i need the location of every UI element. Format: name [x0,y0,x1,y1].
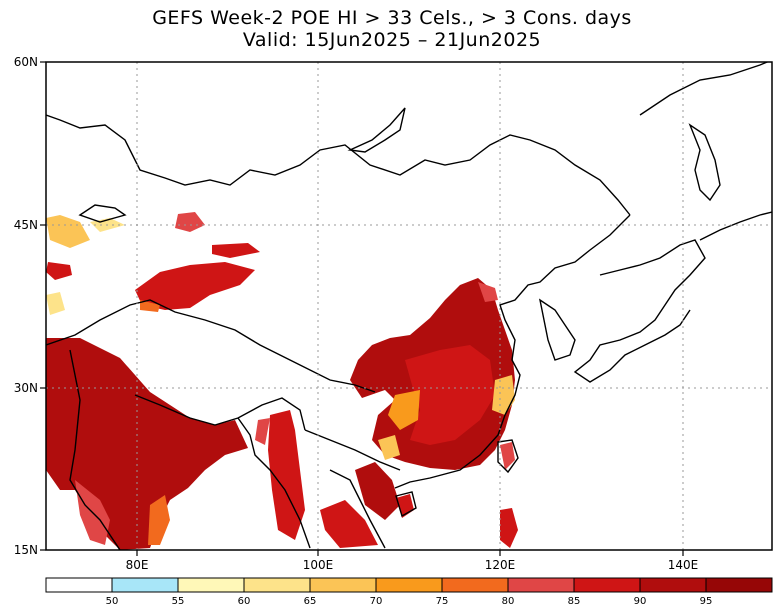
y-tick-label: 15N [14,543,38,557]
colorbar-swatch [573,577,641,593]
colorbar-swatch [705,577,773,593]
y-tick-label: 30N [14,381,38,395]
colorbar-swatch [639,577,707,593]
colorbar-swatch [441,577,509,593]
colorbar-label: 65 [304,596,317,607]
colorbar-swatch [507,577,575,593]
x-tick-label: 140E [668,558,699,572]
colorbar-label: 80 [502,596,515,607]
colorbar-swatch [375,577,443,593]
probability-shading [46,212,518,550]
map-frame [45,61,773,551]
colorbar-label: 70 [370,596,383,607]
colorbar-swatch [45,577,113,593]
x-tick-label: 120E [485,558,516,572]
colorbar-label: 75 [436,596,449,607]
colorbar-label: 85 [568,596,581,607]
map-title-line2: Valid: 15Jun2025 – 21Jun2025 [242,29,542,51]
colorbar-label: 50 [106,596,119,607]
x-tick-label: 80E [126,558,149,572]
colorbar-swatch [243,577,311,593]
tick-marks [40,61,684,556]
map-title-line1: GEFS Week-2 POE HI > 33 Cels., > 3 Cons.… [152,7,632,29]
colorbar-swatch [111,577,179,593]
coastlines [46,62,772,550]
grid-lines [46,62,772,550]
y-tick-label: 60N [14,55,38,69]
colorbar-label: 55 [172,596,185,607]
colorbar-swatch [309,577,377,593]
colorbar-label: 95 [700,596,713,607]
colorbar: 50 55 60 65 70 75 80 85 90 95 [45,577,773,607]
colorbar-label: 90 [634,596,647,607]
colorbar-label: 60 [238,596,251,607]
x-tick-label: 100E [303,558,334,572]
y-tick-label: 45N [14,218,38,232]
colorbar-swatch [177,577,245,593]
